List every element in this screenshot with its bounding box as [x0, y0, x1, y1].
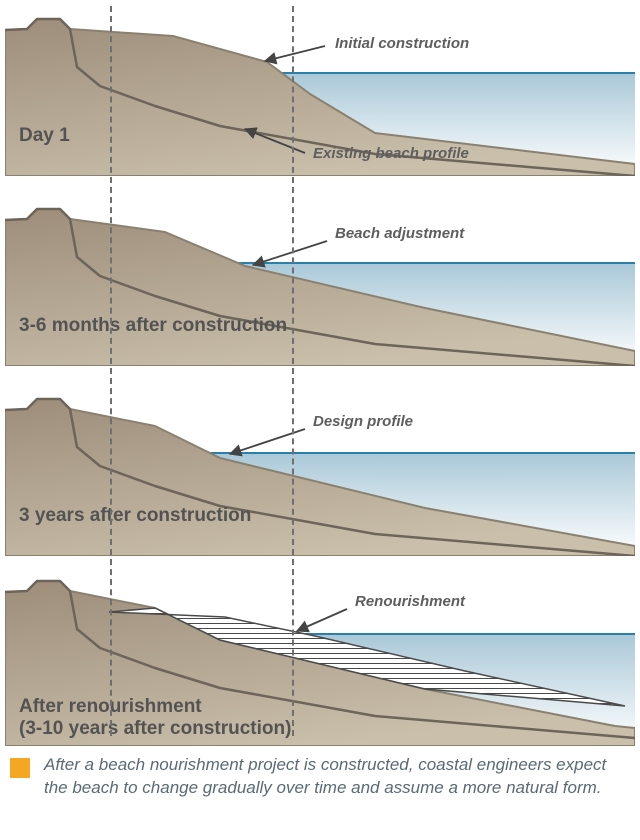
callout-arrow — [253, 241, 327, 265]
panel-months: Beach adjustment 3-6 months after constru… — [5, 196, 635, 366]
callout-label: Initial construction — [335, 35, 469, 52]
diagram-container: { "canvas": {"width": 640, "height": 840… — [0, 0, 640, 840]
callout-arrow — [265, 46, 325, 61]
callout-label: Existing beach profile — [313, 145, 469, 162]
caption-text: After a beach nourishment project is con… — [44, 754, 616, 800]
caption-color-box — [10, 758, 30, 778]
panel-renourish: Renourishment After renourishment(3-10 ye… — [5, 576, 635, 746]
panel-title: (3-10 years after construction) — [19, 718, 291, 739]
callout-arrow — [297, 609, 347, 631]
panel-title: 3 years after construction — [19, 505, 251, 526]
panel-years: Design profile 3 years after construction — [5, 386, 635, 556]
callout-label: Renourishment — [355, 593, 466, 610]
panel-title: After renourishment — [19, 696, 202, 717]
caption-row: After a beach nourishment project is con… — [0, 746, 640, 800]
panel-title: 3-6 months after construction — [19, 315, 287, 336]
panels-stack: Initial construction Existing beach profi… — [0, 6, 640, 746]
panel-title: Day 1 — [19, 125, 70, 146]
callout-label: Design profile — [313, 413, 413, 430]
panel-day1: Initial construction Existing beach profi… — [5, 6, 635, 176]
callout-label: Beach adjustment — [335, 225, 465, 242]
callout-arrow — [230, 429, 305, 454]
